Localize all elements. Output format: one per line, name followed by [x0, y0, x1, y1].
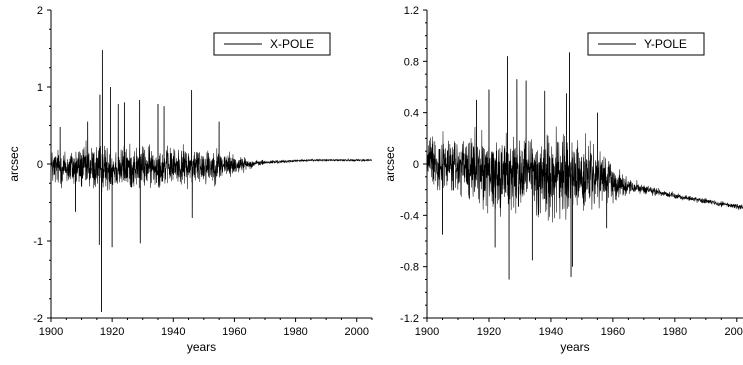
series-line-x-pole — [51, 50, 372, 312]
x-tick-label: 1980 — [663, 326, 687, 338]
x-tick-label: 1940 — [161, 326, 185, 338]
x-tick-label: 1920 — [477, 326, 501, 338]
legend-box — [587, 32, 705, 56]
y-tick-label: 1 — [37, 82, 43, 94]
y-tick-label: 2 — [37, 5, 43, 17]
y-tick-label: -0.8 — [400, 262, 419, 274]
y-tick-label: -1.2 — [400, 313, 419, 325]
x-tick-label: 1940 — [539, 326, 563, 338]
legend-label: Y-POLE — [644, 37, 687, 51]
x-tick-label: 1920 — [100, 326, 124, 338]
legend-box — [213, 32, 331, 56]
series-line-y-pole — [427, 52, 743, 280]
x-tick-label: 1960 — [601, 326, 625, 338]
x-tick-label: 1900 — [39, 326, 63, 338]
x-tick-label: 1900 — [415, 326, 439, 338]
x-axis-title: years — [560, 340, 589, 354]
y-axis-title: arcsec — [7, 146, 21, 181]
y-axis-title: arcsec — [383, 146, 397, 181]
y-tick-label: -2 — [33, 313, 43, 325]
y-pole-chart: -1.2 -0.8 -0.4 0 0.4 0.8 1.2 1900 1920 1940 1960 19… — [383, 5, 743, 354]
x-tick-label: 1960 — [222, 326, 246, 338]
x-tick-label: 2000 — [344, 326, 368, 338]
y-tick-label: 0.4 — [404, 108, 419, 120]
y-tick-label: 1.2 — [404, 5, 419, 17]
y-tick-label: 0 — [413, 159, 419, 171]
x-tick-label: 2000 — [725, 326, 743, 338]
y-tick-label: 0 — [37, 159, 43, 171]
x-pole-chart: -2 -1 0 1 2 1900 1920 1940 1960 1980 2000 years arcs… — [7, 5, 373, 354]
y-tick-label: -1 — [33, 236, 43, 248]
x-tick-label: 1980 — [283, 326, 307, 338]
y-tick-label: 0.8 — [404, 56, 419, 68]
y-tick-label: -0.4 — [400, 210, 419, 222]
x-axis-title: years — [187, 340, 216, 354]
legend-label: X-POLE — [270, 37, 314, 51]
